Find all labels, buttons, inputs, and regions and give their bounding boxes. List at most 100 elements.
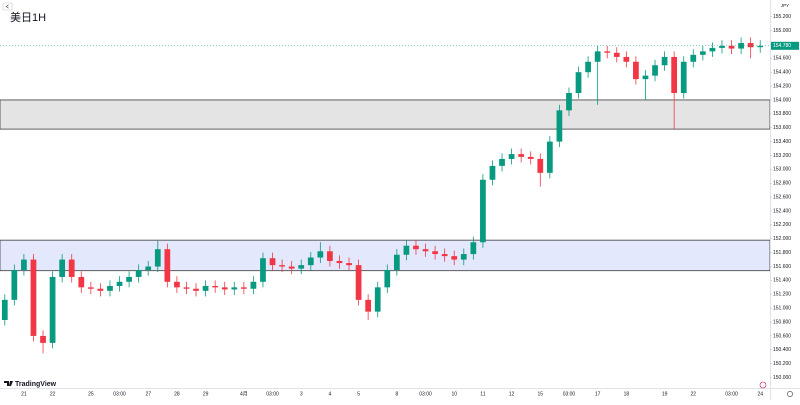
candle-body bbox=[527, 156, 534, 159]
candle-body bbox=[327, 251, 333, 261]
candle-body bbox=[174, 281, 180, 288]
x-tick-label: 15 bbox=[538, 391, 544, 397]
y-tick-label: 151.400 bbox=[773, 278, 791, 284]
candle-body bbox=[145, 266, 152, 271]
candle-body bbox=[690, 54, 697, 62]
y-tick-label: 151.600 bbox=[773, 264, 791, 270]
candles bbox=[1, 37, 764, 354]
x-tick-label: 4月 bbox=[240, 391, 248, 397]
candle-body bbox=[728, 45, 735, 49]
candle-body bbox=[126, 276, 132, 282]
collapse-button[interactable] bbox=[2, 2, 13, 11]
y-tick-label: 153.400 bbox=[773, 139, 791, 145]
candle-body bbox=[107, 285, 113, 291]
candle-body bbox=[135, 270, 142, 277]
collapse-icon bbox=[5, 4, 9, 9]
candle-body bbox=[432, 251, 438, 255]
y-tick-label: 154.000 bbox=[773, 97, 791, 103]
x-tick-label: 18 bbox=[624, 391, 630, 397]
y-tick-label: 154.600 bbox=[773, 56, 791, 62]
y-tick-label: 153.200 bbox=[773, 153, 791, 159]
candle-body bbox=[613, 52, 620, 57]
event-icon[interactable] bbox=[759, 381, 767, 389]
candle-body bbox=[451, 256, 458, 260]
y-tick-label: 151.800 bbox=[773, 250, 791, 256]
last-price-tag bbox=[771, 41, 799, 50]
candle-body bbox=[40, 335, 46, 343]
candle-body bbox=[422, 249, 429, 252]
candle-body bbox=[480, 179, 486, 243]
candle-body bbox=[212, 285, 219, 288]
candle-body bbox=[116, 281, 123, 286]
x-tick-label: 3 bbox=[300, 391, 303, 397]
watermark: TradingView bbox=[15, 381, 57, 388]
last-price-label: 154.780 bbox=[773, 43, 791, 49]
candle-body bbox=[508, 154, 515, 159]
candle-body bbox=[518, 154, 525, 157]
candle-body bbox=[307, 257, 314, 266]
candle-body bbox=[202, 285, 209, 291]
y-tick-label: 152.800 bbox=[773, 181, 791, 187]
y-tick-label: 152.600 bbox=[773, 194, 791, 200]
y-tick-label: 155.000 bbox=[773, 28, 791, 34]
logo-icon bbox=[4, 381, 13, 386]
settings-button[interactable] bbox=[787, 391, 793, 397]
candle-body bbox=[594, 51, 601, 62]
candle-body bbox=[566, 93, 572, 111]
zones bbox=[0, 99, 771, 272]
candle-body bbox=[365, 299, 372, 312]
y-tick-label: 150.200 bbox=[773, 361, 791, 367]
x-tick-label: 03:00 bbox=[419, 391, 432, 397]
candle-body bbox=[680, 61, 687, 94]
candle-body bbox=[699, 51, 706, 55]
x-tick-label: 10 bbox=[451, 391, 457, 397]
candle-body bbox=[652, 65, 658, 76]
candle-body bbox=[1, 299, 8, 320]
candle-body bbox=[556, 110, 563, 142]
x-tick-label: 8 bbox=[395, 391, 398, 397]
candle-body bbox=[757, 45, 764, 48]
candle-body bbox=[49, 276, 56, 343]
y-tick-label: 155.200 bbox=[773, 14, 791, 20]
candle-body bbox=[317, 251, 324, 258]
candle-body bbox=[97, 288, 104, 291]
x-tick-label: 11 bbox=[480, 391, 485, 397]
candle-body bbox=[537, 158, 544, 173]
candle-body bbox=[269, 258, 276, 266]
x-tick-label: 03:00 bbox=[563, 391, 576, 397]
x-tick-label: 22 bbox=[50, 391, 56, 397]
candle-body bbox=[221, 287, 228, 290]
candle-body bbox=[747, 43, 754, 48]
candle-body bbox=[585, 61, 591, 73]
candle-body bbox=[671, 56, 678, 94]
y-tick-label: 151.200 bbox=[773, 292, 791, 298]
x-tick-label: 17 bbox=[595, 391, 601, 397]
x-tick-label: 19 bbox=[662, 391, 668, 397]
candle-body bbox=[489, 165, 496, 180]
candle-body bbox=[11, 270, 18, 300]
chart-title: 美日1H bbox=[10, 11, 46, 24]
candle-body bbox=[499, 158, 505, 166]
logo: TradingView bbox=[4, 381, 57, 388]
candle-body bbox=[460, 254, 467, 260]
x-tick-label: 24 bbox=[757, 391, 763, 397]
candle-body bbox=[87, 287, 94, 289]
x-tick-label: 29 bbox=[203, 391, 209, 397]
candle-body bbox=[546, 141, 553, 173]
candle-body bbox=[709, 47, 716, 52]
y-tick-label: 150.400 bbox=[773, 347, 791, 353]
candle-body bbox=[240, 287, 247, 289]
candle-body bbox=[21, 259, 27, 271]
y-tick-label: 153.800 bbox=[773, 111, 791, 117]
currency-label: JPY bbox=[781, 3, 789, 8]
x-tick-label: 27 bbox=[145, 391, 151, 397]
zone bbox=[0, 99, 771, 130]
candle-body bbox=[59, 259, 66, 277]
candle-body bbox=[633, 61, 639, 80]
candle-body bbox=[575, 72, 582, 94]
zone bbox=[0, 239, 771, 272]
candle-body bbox=[470, 242, 477, 255]
y-tick-label: 151.000 bbox=[773, 306, 791, 312]
candle-body bbox=[604, 51, 611, 53]
